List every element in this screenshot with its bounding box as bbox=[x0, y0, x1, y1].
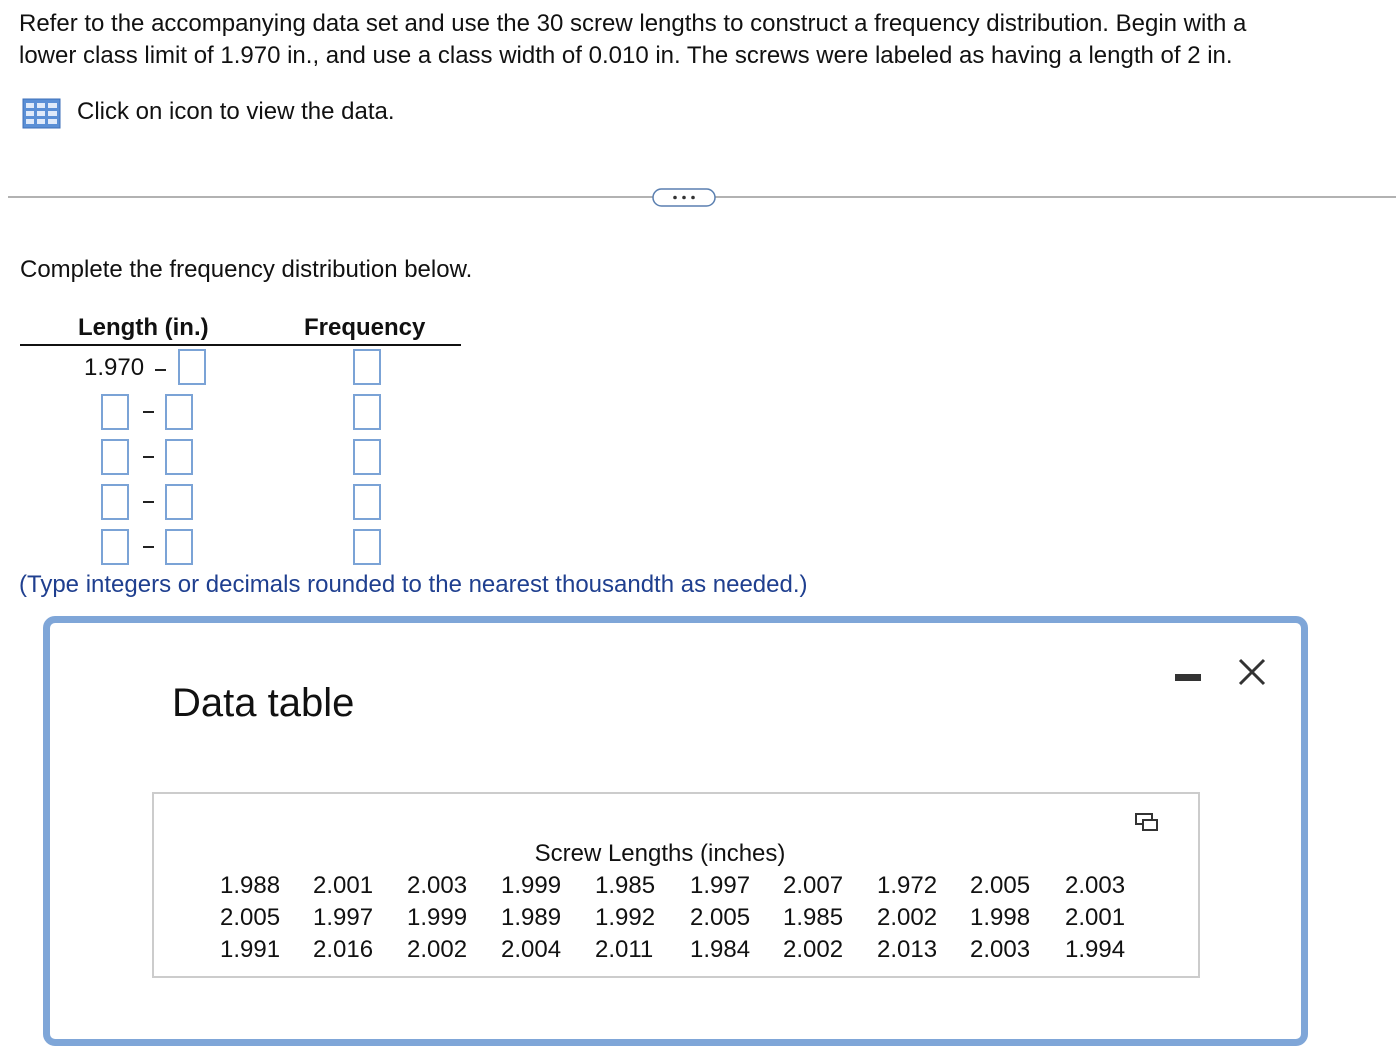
dash bbox=[143, 411, 154, 413]
data-cell: 1.985 bbox=[783, 904, 844, 931]
close-button[interactable] bbox=[1236, 656, 1268, 688]
data-cell: 1.997 bbox=[690, 872, 751, 899]
separator bbox=[8, 188, 1396, 207]
copy-button[interactable] bbox=[1134, 812, 1160, 834]
data-cell: 1.988 bbox=[220, 872, 281, 899]
dash bbox=[143, 501, 154, 503]
answer-box[interactable] bbox=[101, 394, 129, 430]
data-cell: 2.001 bbox=[313, 872, 374, 899]
answer-box[interactable] bbox=[353, 529, 381, 565]
answer-box[interactable] bbox=[165, 484, 193, 520]
data-cell: 1.992 bbox=[595, 904, 656, 931]
minimize-button[interactable] bbox=[1175, 674, 1201, 681]
answer-box[interactable] bbox=[165, 439, 193, 475]
data-cell: 1.985 bbox=[595, 872, 656, 899]
data-cell: 2.013 bbox=[877, 936, 938, 963]
lower-limit: 1.970 bbox=[84, 354, 145, 381]
data-cell: 2.002 bbox=[877, 904, 938, 931]
answer-box[interactable] bbox=[353, 394, 381, 430]
dash bbox=[143, 456, 154, 458]
note: (Type integers or decimals rounded to th… bbox=[19, 571, 808, 598]
data-caption: Screw Lengths (inches) bbox=[534, 840, 786, 867]
data-cell: 1.999 bbox=[407, 904, 468, 931]
data-cell: 2.001 bbox=[1065, 904, 1126, 931]
header-rule bbox=[20, 344, 461, 346]
dash bbox=[143, 546, 154, 548]
data-cell: 2.005 bbox=[970, 872, 1031, 899]
answer-box[interactable] bbox=[353, 484, 381, 520]
question-text: Refer to the accompanying data set and u… bbox=[19, 10, 1247, 37]
data-cell: 1.972 bbox=[877, 872, 938, 899]
prompt: Complete the frequency distribution belo… bbox=[20, 256, 473, 283]
data-link[interactable]: Click on icon to view the data. bbox=[77, 98, 395, 125]
data-cell: 2.002 bbox=[783, 936, 844, 963]
data-cell: 2.005 bbox=[690, 904, 751, 931]
dialog bbox=[43, 616, 1308, 1046]
dialog-title: Data table bbox=[172, 681, 355, 725]
answer-box[interactable] bbox=[178, 349, 206, 385]
data-cell: 1.997 bbox=[313, 904, 374, 931]
dash bbox=[155, 369, 166, 371]
data-cell: 1.998 bbox=[970, 904, 1031, 931]
data-cell: 1.991 bbox=[220, 936, 281, 963]
answer-box[interactable] bbox=[353, 349, 381, 385]
question-text: lower class limit of 1.970 in., and use … bbox=[19, 42, 1233, 69]
data-cell: 2.005 bbox=[220, 904, 281, 931]
answer-box[interactable] bbox=[165, 394, 193, 430]
data-cell: 2.011 bbox=[595, 936, 654, 963]
data-cell: 1.994 bbox=[1065, 936, 1126, 963]
answer-box[interactable] bbox=[101, 439, 129, 475]
data-cell: 1.999 bbox=[501, 872, 562, 899]
data-cell: 2.004 bbox=[501, 936, 562, 963]
data-icon[interactable] bbox=[22, 98, 62, 130]
answer-box[interactable] bbox=[353, 439, 381, 475]
data-panel bbox=[152, 792, 1200, 978]
data-cell: 1.984 bbox=[690, 936, 751, 963]
data-cell: 2.007 bbox=[783, 872, 844, 899]
data-cell: 2.003 bbox=[1065, 872, 1126, 899]
answer-box[interactable] bbox=[165, 529, 193, 565]
answer-box[interactable] bbox=[101, 484, 129, 520]
table-header: Length (in.) bbox=[78, 314, 209, 341]
data-cell: 2.003 bbox=[970, 936, 1031, 963]
answer-box[interactable] bbox=[101, 529, 129, 565]
data-cell: 2.016 bbox=[313, 936, 374, 963]
data-cell: 2.002 bbox=[407, 936, 468, 963]
data-cell: 1.989 bbox=[501, 904, 562, 931]
data-cell: 2.003 bbox=[407, 872, 468, 899]
table-header: Frequency bbox=[304, 314, 426, 341]
